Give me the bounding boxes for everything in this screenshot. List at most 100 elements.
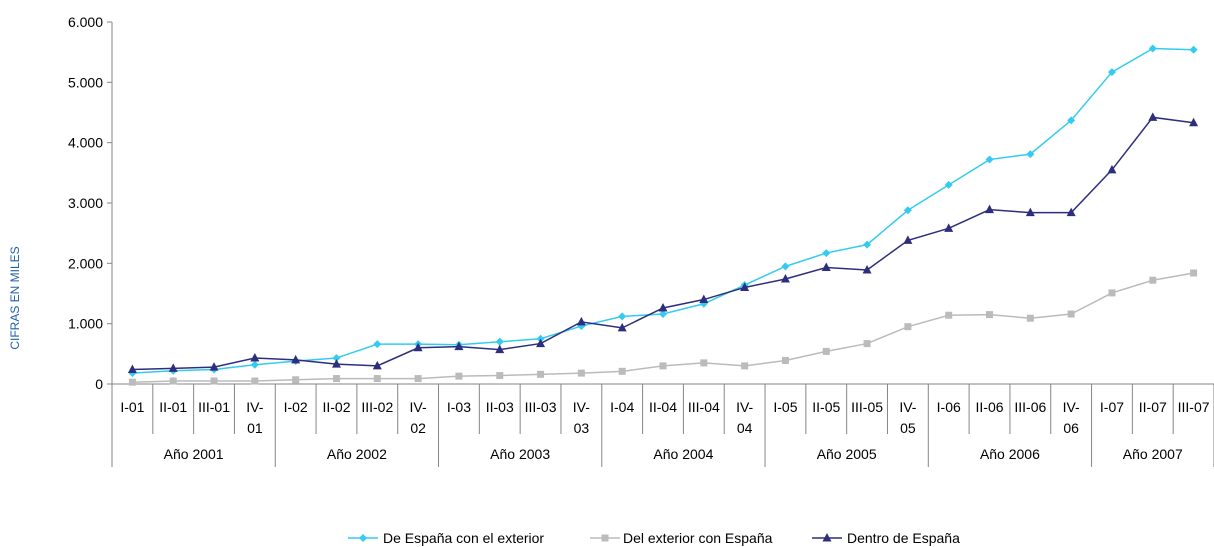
data-point: [496, 372, 504, 380]
x-group-label: Año 2004: [653, 446, 713, 462]
data-point: [985, 204, 995, 214]
x-tick-label: III-01: [198, 399, 230, 415]
legend-item-1: Del exterior con España: [590, 530, 773, 546]
data-point: [454, 341, 464, 351]
legend-label: De España con el exterior: [383, 530, 544, 546]
x-tick-label: III-04: [688, 399, 720, 415]
data-point: [863, 340, 871, 348]
x-tick-label: II-03: [486, 399, 514, 415]
y-tick-label: 1.000: [68, 316, 103, 332]
data-point: [291, 354, 301, 364]
data-point: [1107, 164, 1117, 174]
legend-item-0: De España con el exterior: [348, 530, 544, 546]
legend-label: Dentro de España: [847, 530, 960, 546]
data-point: [741, 362, 749, 370]
data-point: [536, 338, 546, 348]
x-group-label: Año 2001: [164, 446, 224, 462]
data-point: [821, 262, 831, 272]
x-tick-label: II-02: [322, 399, 350, 415]
y-tick-labels: 0 1.000 2.000 3.000 4.000 5.000 6.000: [68, 14, 103, 392]
x-group-labels: Año 2001 Año 2002 Año 2003 Año 2004 Año 2005…: [164, 446, 1183, 462]
data-point: [659, 310, 667, 319]
data-point: [1025, 207, 1035, 217]
data-point: [985, 155, 994, 164]
x-tick-label: III-05: [851, 399, 883, 415]
data-point: [1067, 116, 1076, 125]
data-point: [780, 274, 790, 283]
series-2: [127, 112, 1199, 374]
x-tick-label: 05: [900, 420, 916, 436]
data-point: [781, 262, 790, 271]
axes: [107, 21, 1214, 467]
x-group-label: Año 2002: [327, 446, 387, 462]
data-point: [251, 377, 259, 385]
series-layer: [127, 44, 1199, 386]
x-tick-label: IV-: [246, 399, 263, 415]
data-point: [1190, 269, 1198, 277]
legend-marker: [359, 534, 367, 542]
x-tick-label: IV-: [899, 399, 916, 415]
x-tick-label: II-01: [159, 399, 187, 415]
x-tick-label: II-07: [1139, 399, 1167, 415]
data-point: [169, 377, 177, 385]
data-point: [986, 311, 994, 319]
data-point: [292, 376, 300, 384]
data-point: [577, 369, 585, 377]
x-tick-label: IV-: [736, 399, 753, 415]
x-tick-label: IV-: [573, 399, 590, 415]
data-point: [250, 353, 260, 362]
data-point: [495, 337, 504, 346]
data-point: [332, 375, 340, 383]
x-tick-label: I-03: [447, 399, 471, 415]
y-tick-label: 3.000: [68, 195, 103, 211]
x-tick-label: IV-: [1063, 399, 1080, 415]
data-point: [618, 367, 626, 375]
data-point: [373, 340, 382, 349]
x-tick-label: IV-: [410, 399, 427, 415]
data-point: [1148, 44, 1157, 53]
data-point: [1107, 68, 1116, 77]
data-point: [1189, 117, 1199, 127]
data-point: [1066, 207, 1076, 217]
x-group-label: Año 2003: [490, 446, 550, 462]
y-axis-label: CIFRAS EN MILES: [8, 246, 22, 349]
x-tick-label: 04: [737, 420, 753, 436]
data-point: [862, 264, 872, 274]
y-tick-label: 2.000: [68, 255, 103, 271]
series-line: [132, 116, 1194, 371]
x-tick-label: 06: [1063, 420, 1079, 436]
data-point: [1108, 289, 1116, 297]
x-tick-label: II-04: [649, 399, 677, 415]
data-point: [210, 377, 218, 385]
data-point: [495, 344, 505, 354]
x-tick-label: 03: [574, 420, 590, 436]
data-point: [944, 180, 953, 189]
series-1: [128, 269, 1198, 386]
x-tick-label: III-03: [525, 399, 557, 415]
data-point: [1026, 314, 1034, 322]
data-point: [127, 364, 137, 374]
x-tick-label: I-01: [120, 399, 144, 415]
data-point: [168, 363, 178, 372]
legend-label: Del exterior con España: [623, 530, 773, 546]
data-point: [945, 311, 953, 319]
x-tick-label: I-07: [1100, 399, 1124, 415]
data-point: [209, 362, 219, 371]
data-point: [944, 223, 954, 232]
x-tick-label: 01: [247, 420, 263, 436]
data-point: [903, 206, 912, 215]
y-tick-label: 5.000: [68, 74, 103, 90]
x-tick-label: 02: [410, 420, 426, 436]
legend-marker: [822, 533, 832, 542]
data-point: [372, 360, 382, 370]
legend: De España con el exterior Del exterior co…: [348, 530, 960, 546]
data-point: [822, 249, 831, 258]
data-point: [331, 359, 341, 368]
data-point: [699, 294, 709, 304]
x-tick-label: I-04: [610, 399, 634, 415]
data-point: [618, 312, 627, 321]
data-point: [373, 375, 381, 383]
data-point: [1149, 276, 1157, 284]
x-tick-labels: I-01 II-01 III-01 IV- 01 I-02 II-02 III-02 IV- 02…: [120, 399, 1209, 436]
